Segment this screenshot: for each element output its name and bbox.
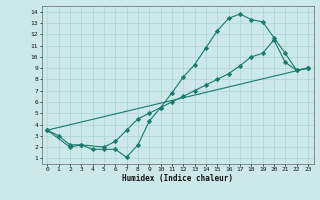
- X-axis label: Humidex (Indice chaleur): Humidex (Indice chaleur): [122, 174, 233, 183]
